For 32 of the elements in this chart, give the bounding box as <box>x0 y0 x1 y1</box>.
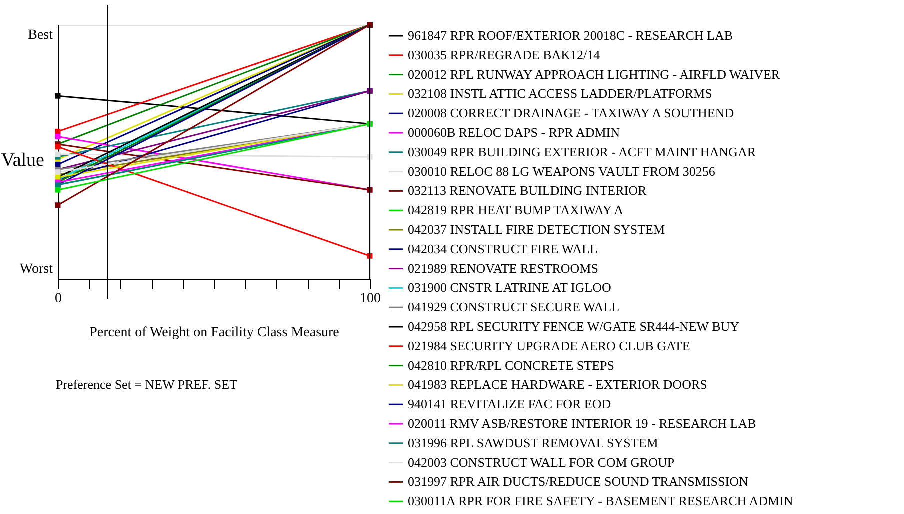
legend-label: 032113 RENOVATE BUILDING INTERIOR <box>408 183 648 198</box>
legend-label: 030035 RPR/REGRADE BAK12/14 <box>408 47 601 62</box>
legend-label: 041983 REPLACE HARDWARE - EXTERIOR DOORS <box>408 377 708 392</box>
text: Preference Set = NEW PREF. SET <box>56 377 238 392</box>
legend-label: 021989 RENOVATE RESTROOMS <box>408 260 598 276</box>
legend-label: 041929 CONSTRUCT SECURE WALL <box>408 300 620 315</box>
legend-label: 030011A RPR FOR FIRE SAFETY - BASEMENT RESEARCH ADMIN <box>408 494 794 509</box>
x-tick-label: 100 <box>360 292 381 306</box>
legend-label: 042037 INSTALL FIRE DETECTION SYSTEM <box>408 222 666 237</box>
legend-label: 030010 RELOC 88 LG WEAPONS VAULT FROM 30256 <box>408 164 716 179</box>
x-tick-label: 0 <box>55 292 62 306</box>
text: Best <box>28 28 54 43</box>
legend-label: 031996 RPL SAWDUST REMOVAL SYSTEM <box>408 435 659 450</box>
legend-label: 000060B RELOC DAPS - RPR ADMIN <box>408 125 621 140</box>
legend-label: 020012 RPL RUNWAY APPROACH LIGHTING - AIRFLD WAIVER <box>408 66 780 82</box>
legend-label: 042034 CONSTRUCT FIRE WALL <box>408 241 598 256</box>
legend-label: 031900 CNSTR LATRINE AT IGLOO <box>408 280 612 296</box>
legend-label: 021984 SECURITY UPGRADE AERO CLUB GATE <box>408 338 690 354</box>
legend-label: 020011 RMV ASB/RESTORE INTERIOR 19 - RESEARCH LAB <box>408 416 757 431</box>
legend-label: 042958 RPL SECURITY FENCE W/GATE SR444-NEW BUY <box>408 319 740 334</box>
legend-label: 042819 RPR HEAT BUMP TAXIWAY A <box>408 202 624 218</box>
legend-label: 032108 INSTL ATTIC ACCESS LADDER/PLATFORMS <box>408 86 712 102</box>
legend-label: 031997 RPR AIR DUCTS/REDUCE SOUND TRANSMISSION <box>408 474 749 490</box>
legend-label: 961847 RPR ROOF/EXTERIOR 20018C - RESEARCH LAB <box>408 28 734 43</box>
legend-label: 940141 REVITALIZE FAC FOR EOD <box>408 396 612 412</box>
legend-label: 042003 CONSTRUCT WALL FOR COM GROUP <box>408 454 675 470</box>
y-axis-title: Value <box>1 150 44 172</box>
x-axis-title: Percent of Weight on Facility Class Measure <box>90 326 340 340</box>
legend-label: 042810 RPR/RPL CONCRETE STEPS <box>408 358 614 373</box>
legend-label: 030049 RPR BUILDING EXTERIOR - ACFT MAINT HANGAR <box>408 144 756 160</box>
legend-label: 020008 CORRECT DRAINAGE - TAXIWAY A SOUTHEND <box>408 106 734 121</box>
text: Worst <box>20 262 54 277</box>
